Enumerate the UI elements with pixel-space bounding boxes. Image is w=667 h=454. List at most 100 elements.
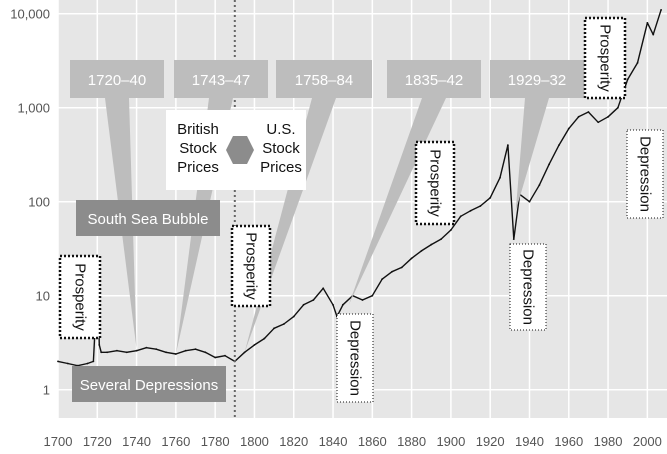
callout-box <box>387 60 481 98</box>
data-point <box>548 163 551 166</box>
data-point <box>204 351 207 354</box>
data-point <box>587 111 590 113</box>
data-point <box>577 115 580 118</box>
x-tick-label: 1760 <box>161 434 190 449</box>
data-point <box>489 196 492 199</box>
callout-box <box>490 60 584 98</box>
x-tick-label: 1920 <box>476 434 505 449</box>
event-box <box>583 16 627 100</box>
data-point <box>86 362 89 365</box>
event-label-prosperity: Prosperity <box>597 24 614 92</box>
event-box <box>509 243 547 331</box>
data-point <box>528 200 531 203</box>
divider-hexagon <box>226 136 254 164</box>
callout-box <box>276 60 372 98</box>
data-point <box>214 356 217 359</box>
data-point <box>420 249 423 252</box>
data-point <box>273 327 275 330</box>
y-tick-label: 10,000 <box>10 7 50 22</box>
data-point <box>371 294 374 297</box>
callout-pointer <box>348 98 446 305</box>
x-tick-label: 1940 <box>515 434 544 449</box>
data-point <box>165 351 167 354</box>
us-stock-prices-label: U.S. Stock Prices <box>260 121 302 176</box>
data-point <box>430 243 433 246</box>
data-point <box>607 115 609 118</box>
y-tick-label: 100 <box>28 195 50 210</box>
x-tick-label: 1700 <box>44 434 73 449</box>
data-point <box>469 209 472 212</box>
data-point <box>263 337 266 340</box>
data-point <box>253 343 256 346</box>
event-bar-label: South Sea Bubble <box>88 211 209 228</box>
callout-label: 1720–40 <box>88 72 146 89</box>
data-point <box>626 78 629 81</box>
data-point <box>224 354 226 357</box>
y-tick-label: 1,000 <box>17 101 50 116</box>
data-point <box>106 351 109 354</box>
x-tick-label: 1880 <box>397 434 426 449</box>
x-tick-label: 1780 <box>201 434 230 449</box>
data-point <box>558 144 560 147</box>
x-tick-label: 1980 <box>594 434 623 449</box>
event-label-prosperity: Prosperity <box>427 149 444 217</box>
data-point <box>302 303 305 306</box>
data-point <box>194 348 197 351</box>
data-point <box>283 323 285 325</box>
event-bar <box>72 366 226 402</box>
callout-label: 1743–47 <box>192 72 250 89</box>
data-point <box>135 349 138 352</box>
callout-pointer <box>515 98 549 211</box>
event-box <box>58 254 102 340</box>
x-tick-label: 2000 <box>633 434 662 449</box>
data-point <box>400 266 403 269</box>
callout-label: 1835–42 <box>405 72 463 89</box>
british-stock-prices-label: British Stock Prices <box>177 121 219 176</box>
data-point <box>312 299 315 301</box>
event-box <box>626 129 664 219</box>
data-point <box>512 238 515 241</box>
data-point <box>322 287 325 290</box>
data-point <box>479 205 482 207</box>
data-point <box>66 362 69 365</box>
data-point <box>391 270 393 273</box>
data-point <box>292 315 295 318</box>
data-point <box>567 127 570 130</box>
data-point <box>361 299 364 301</box>
event-label-depression: Depression <box>347 320 364 396</box>
data-point <box>381 278 384 281</box>
x-tick-label: 1860 <box>358 434 387 449</box>
data-point <box>660 8 663 11</box>
x-tick-label: 1720 <box>83 434 112 449</box>
event-bar <box>76 200 220 236</box>
x-tick-label: 1960 <box>554 434 583 449</box>
data-point <box>616 106 619 109</box>
data-point <box>410 257 413 260</box>
data-point <box>145 346 148 349</box>
callout-label: 1758–84 <box>295 72 353 89</box>
data-point <box>499 176 501 179</box>
x-tick-label: 1820 <box>279 434 308 449</box>
event-label-depression: Depression <box>520 249 537 325</box>
data-point <box>92 360 95 363</box>
event-bar-label: Several Depressions <box>80 377 218 394</box>
data-point <box>116 349 118 352</box>
series-layer <box>57 8 663 367</box>
data-point <box>506 144 509 147</box>
data-point <box>341 303 344 306</box>
data-point <box>57 360 59 363</box>
data-point <box>98 343 101 346</box>
x-tick-label: 1900 <box>436 434 465 449</box>
axis-ticks: 1 10 100 1,000 10,000 1700 1720 1740 1760 1780 180… <box>10 7 662 449</box>
data-point <box>636 61 639 64</box>
data-point <box>646 21 649 24</box>
callout-label: 1929–32 <box>508 72 566 89</box>
callout-box <box>70 60 164 98</box>
data-point <box>184 349 187 352</box>
event-label-prosperity: Prosperity <box>243 232 260 300</box>
data-point <box>125 351 128 354</box>
x-tick-label: 1840 <box>319 434 348 449</box>
event-box <box>414 140 456 226</box>
callout-box <box>174 60 268 98</box>
